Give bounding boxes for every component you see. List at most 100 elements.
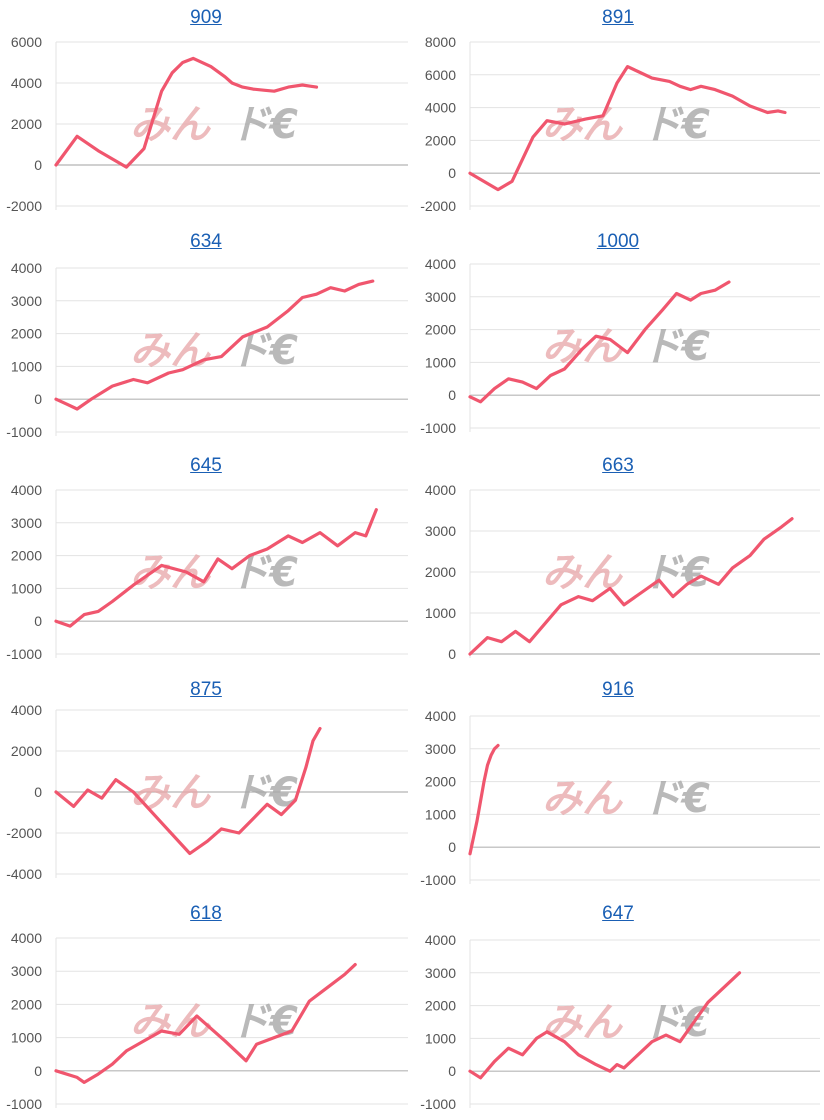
chart-svg: 4000 3000 2000 1000 0 -1000 みん ド€ bbox=[6, 260, 408, 440]
y-tick-label: 2000 bbox=[425, 322, 456, 338]
y-tick-label: 1000 bbox=[11, 580, 42, 596]
series-line bbox=[468, 280, 731, 404]
watermark-text: みん bbox=[130, 770, 212, 816]
watermark-text: みん bbox=[130, 999, 212, 1045]
y-tick-label: 2000 bbox=[425, 774, 456, 790]
y-tick-label: 2000 bbox=[11, 116, 42, 132]
watermark-text: ド€ bbox=[230, 550, 298, 596]
chart-title-link[interactable]: 875 bbox=[190, 679, 222, 700]
chart-title-link[interactable]: 916 bbox=[602, 679, 634, 700]
watermark-text: みん bbox=[130, 102, 212, 148]
watermark-logo: みん ド€ bbox=[130, 550, 298, 596]
y-tick-label: 4000 bbox=[425, 932, 456, 948]
watermark-text: みん bbox=[130, 328, 212, 374]
y-tick-label: 4000 bbox=[11, 482, 42, 498]
y-tick-label: 3000 bbox=[425, 741, 456, 757]
y-tick-label: 2000 bbox=[11, 548, 42, 564]
chart-title-link[interactable]: 891 bbox=[602, 7, 634, 28]
y-tick-label: 2000 bbox=[11, 996, 42, 1012]
y-tick-label: 4000 bbox=[425, 100, 456, 116]
watermark-logo: みん ド€ bbox=[130, 328, 298, 374]
watermark-logo: みん ド€ bbox=[542, 550, 710, 596]
watermark-logo: みん ド€ bbox=[542, 102, 710, 148]
y-tick-label: 0 bbox=[34, 784, 42, 800]
y-tick-label: 2000 bbox=[11, 743, 42, 759]
series-line bbox=[54, 508, 378, 628]
y-tick-label: 1000 bbox=[425, 806, 456, 822]
series-line bbox=[54, 56, 319, 169]
y-tick-label: 0 bbox=[448, 387, 456, 403]
chart-title-link[interactable]: 663 bbox=[602, 455, 634, 476]
y-tick-label: 2000 bbox=[425, 564, 456, 580]
y-tick-label: -4000 bbox=[6, 866, 42, 882]
chart-svg: 6000 4000 2000 0 -2000 みん ド€ bbox=[6, 34, 408, 214]
y-tick-label: 3000 bbox=[425, 523, 456, 539]
chart-title-link[interactable]: 1000 bbox=[596, 231, 640, 252]
chart-svg: 4000 3000 2000 1000 0 -1000 みん ド€ bbox=[420, 708, 820, 888]
y-tick-label: -1000 bbox=[420, 420, 456, 436]
y-tick-label: 0 bbox=[448, 839, 456, 855]
chart-svg: 8000 6000 4000 2000 0 -2000 みん ド€ bbox=[420, 34, 820, 214]
series-line bbox=[54, 726, 322, 856]
series-line bbox=[468, 64, 787, 192]
chart-panel-663: 663 4000 3000 2000 1000 0 みん ド€ bbox=[412, 448, 824, 672]
watermark-logo: みん ド€ bbox=[130, 102, 298, 148]
y-tick-label: 3000 bbox=[425, 965, 456, 981]
y-tick-label: 8000 bbox=[425, 34, 456, 50]
chart-panel-647: 647 4000 3000 2000 1000 0 -1000 みん ド€ bbox=[412, 896, 824, 1120]
watermark-text: ド€ bbox=[642, 550, 710, 596]
watermark-logo: みん ド€ bbox=[542, 776, 710, 822]
y-tick-label: 2000 bbox=[425, 998, 456, 1014]
chart-panel-875: 875 4000 2000 0 -2000 -4000 みん ド€ bbox=[0, 672, 412, 896]
watermark-text: みん bbox=[542, 1000, 624, 1046]
watermark-text: ド€ bbox=[642, 102, 710, 148]
watermark-text: みん bbox=[542, 776, 624, 822]
watermark-text: みん bbox=[542, 102, 624, 148]
y-tick-label: 1000 bbox=[11, 1030, 42, 1046]
chart-title-link[interactable]: 645 bbox=[190, 455, 222, 476]
chart-title-link[interactable]: 909 bbox=[190, 7, 222, 28]
y-tick-label: -2000 bbox=[6, 825, 42, 841]
y-tick-label: 1000 bbox=[425, 354, 456, 370]
y-tick-label: 4000 bbox=[11, 702, 42, 718]
y-tick-label: 1000 bbox=[11, 358, 42, 374]
chart-svg: 4000 3000 2000 1000 0 みん ド€ bbox=[425, 482, 820, 662]
series-line bbox=[54, 279, 375, 411]
chart-svg: 4000 3000 2000 1000 0 -1000 みん ド€ bbox=[6, 930, 408, 1112]
y-tick-label: 0 bbox=[34, 157, 42, 173]
y-tick-label: 0 bbox=[34, 1063, 42, 1079]
y-tick-label: -1000 bbox=[6, 646, 42, 662]
chart-title-link[interactable]: 647 bbox=[602, 903, 634, 924]
y-tick-label: 4000 bbox=[11, 930, 42, 946]
y-tick-label: -1000 bbox=[6, 424, 42, 440]
series-line bbox=[468, 743, 500, 856]
y-tick-label: 0 bbox=[34, 391, 42, 407]
chart-title-link[interactable]: 618 bbox=[190, 903, 222, 924]
series-line bbox=[468, 517, 794, 656]
y-tick-label: -1000 bbox=[420, 872, 456, 888]
watermark-logo: みん ド€ bbox=[130, 999, 298, 1045]
y-tick-label: -1000 bbox=[6, 1096, 42, 1112]
chart-svg: 4000 3000 2000 1000 0 -1000 みん ド€ bbox=[420, 256, 820, 436]
y-tick-label: 4000 bbox=[11, 75, 42, 91]
chart-panel-1000: 1000 4000 3000 2000 1000 0 -1000 みん ド€ bbox=[412, 224, 824, 448]
series-line bbox=[54, 962, 357, 1084]
y-tick-label: 2000 bbox=[11, 326, 42, 342]
y-tick-label: 3000 bbox=[11, 293, 42, 309]
y-tick-label: 4000 bbox=[11, 260, 42, 276]
y-tick-label: 1000 bbox=[425, 1030, 456, 1046]
y-tick-label: -2000 bbox=[420, 198, 456, 214]
y-tick-label: 0 bbox=[34, 613, 42, 629]
y-tick-label: 6000 bbox=[425, 67, 456, 83]
watermark-logo: みん ド€ bbox=[542, 324, 710, 370]
watermark-text: ド€ bbox=[230, 328, 298, 374]
y-tick-label: -1000 bbox=[420, 1096, 456, 1112]
y-tick-label: 6000 bbox=[11, 34, 42, 50]
y-tick-label: 3000 bbox=[425, 289, 456, 305]
chart-title-link[interactable]: 634 bbox=[190, 231, 222, 252]
y-tick-label: 3000 bbox=[11, 963, 42, 979]
y-tick-label: 0 bbox=[448, 1063, 456, 1079]
chart-panel-891: 891 8000 6000 4000 2000 0 -2000 みん ド€ bbox=[412, 0, 824, 224]
